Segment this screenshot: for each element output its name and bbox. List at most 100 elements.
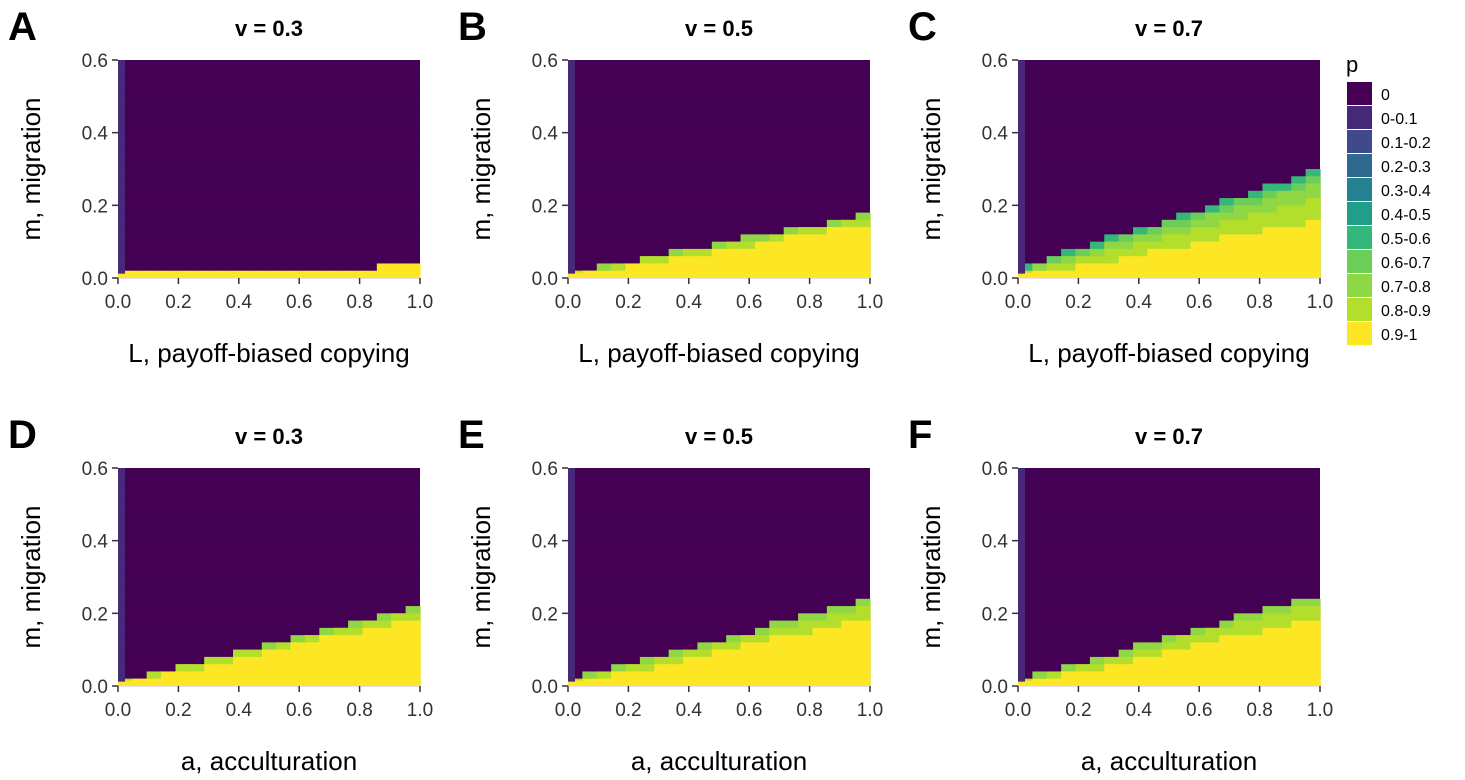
y-tick-label: 0.2 bbox=[82, 196, 108, 217]
x-tick-label: 1.0 bbox=[857, 292, 883, 313]
heatmap-cell bbox=[319, 635, 335, 686]
heatmap-cell bbox=[697, 656, 713, 686]
y-tick-label: 0.6 bbox=[532, 459, 558, 480]
heatmap-cell bbox=[596, 678, 612, 686]
x-tick-label: 0.0 bbox=[555, 292, 581, 313]
heatmap-cell bbox=[1032, 678, 1048, 686]
x-tick-label: 0.0 bbox=[1005, 700, 1031, 721]
legend-label: 0.2-0.3 bbox=[1381, 159, 1431, 176]
x-tick-label: 0.6 bbox=[1186, 292, 1212, 313]
heatmap-cell bbox=[754, 642, 770, 686]
heatmap-cell bbox=[711, 649, 727, 686]
heatmap-cell bbox=[1291, 620, 1307, 686]
heatmap-cell bbox=[1176, 248, 1192, 278]
heatmap-cell bbox=[1305, 219, 1321, 278]
heatmap-cell bbox=[668, 256, 684, 278]
legend-swatch bbox=[1347, 202, 1372, 225]
heatmap-cell bbox=[726, 649, 742, 686]
legend-swatch bbox=[1347, 250, 1372, 273]
legend-label: 0.1-0.2 bbox=[1381, 135, 1431, 152]
heatmap-cell bbox=[204, 270, 220, 278]
y-tick-label: 0.4 bbox=[532, 124, 559, 145]
heatmap-cell bbox=[276, 270, 292, 278]
x-tick-label: 0.8 bbox=[346, 700, 372, 721]
x-tick-label: 0.4 bbox=[676, 292, 703, 313]
x-tick-label: 0.6 bbox=[736, 292, 762, 313]
x-tick-label: 0.4 bbox=[676, 700, 703, 721]
heatmap-cell bbox=[855, 620, 871, 686]
heatmap-cell bbox=[1075, 263, 1091, 278]
heatmap-cell bbox=[798, 234, 814, 278]
heatmap-cell bbox=[1018, 681, 1025, 686]
heatmap-cell bbox=[611, 270, 627, 278]
x-axis-label: a, acculturation bbox=[631, 746, 807, 776]
heatmap-cell bbox=[812, 627, 828, 686]
x-tick-label: 0.6 bbox=[736, 700, 762, 721]
x-tick-label: 0.4 bbox=[226, 700, 253, 721]
x-tick-label: 0.6 bbox=[286, 292, 312, 313]
heatmap-cell bbox=[783, 234, 799, 278]
legend-title: p bbox=[1346, 52, 1358, 77]
heatmap-left-column bbox=[118, 468, 125, 686]
heatmap-cell bbox=[639, 263, 655, 278]
heatmap-cell bbox=[333, 635, 349, 686]
y-tick-label: 0.0 bbox=[532, 677, 558, 698]
panel-c: 0.0 0.2 0.4 0.6 0.0 0.2 0.4 0.6 0.8 1.0 v = 0.7 C L,… bbox=[908, 5, 1333, 368]
x-tick-label: 0.2 bbox=[165, 700, 191, 721]
heatmap-cell bbox=[1104, 664, 1120, 686]
heatmap-cell bbox=[654, 263, 670, 278]
legend: p 0 0-0.1 0.1-0.2 0.2-0.3 0.3-0.4 0.4-0.5 0.5-0… bbox=[1346, 52, 1431, 345]
heatmap-cell bbox=[1147, 248, 1163, 278]
heatmap-cell bbox=[1075, 671, 1091, 686]
legend-swatch bbox=[1347, 178, 1372, 201]
heatmap-cell bbox=[841, 227, 857, 278]
heatmap-left-column bbox=[1018, 468, 1025, 686]
heatmap-cell bbox=[333, 270, 349, 278]
x-axis-label: a, acculturation bbox=[1081, 746, 1257, 776]
heatmap-cell bbox=[826, 627, 842, 686]
heatmap-cell bbox=[1161, 248, 1177, 278]
x-tick-label: 0.6 bbox=[1186, 700, 1212, 721]
heatmap-cell bbox=[1276, 627, 1292, 686]
heatmap-cell bbox=[726, 248, 742, 278]
y-tick-label: 0.4 bbox=[82, 532, 109, 553]
x-tick-label: 0.0 bbox=[105, 700, 131, 721]
panel-letter: A bbox=[8, 5, 37, 49]
legend-label: 0.7-0.8 bbox=[1381, 279, 1431, 296]
heatmap-cell bbox=[582, 678, 598, 686]
heatmap-cell bbox=[261, 270, 277, 278]
panel-letter: B bbox=[458, 5, 487, 49]
heatmap-cell bbox=[1133, 656, 1149, 686]
heatmap-cell bbox=[218, 664, 234, 686]
y-tick-label: 0.4 bbox=[82, 124, 109, 145]
y-tick-label: 0.4 bbox=[982, 532, 1009, 553]
heatmap-cell bbox=[276, 649, 292, 686]
heatmap-cell bbox=[362, 627, 378, 686]
y-tick-label: 0.4 bbox=[982, 124, 1009, 145]
heatmap-cell bbox=[568, 273, 575, 278]
x-axis-label: L, payoff-biased copying bbox=[128, 338, 409, 368]
heatmap-cell bbox=[1025, 272, 1033, 278]
y-axis-label: m, migration bbox=[16, 505, 46, 648]
y-axis-label: m, migration bbox=[16, 97, 46, 240]
heatmap-cell bbox=[1248, 635, 1264, 686]
heatmap-cell bbox=[1046, 270, 1062, 278]
legend-label: 0-0.1 bbox=[1381, 111, 1418, 128]
y-tick-label: 0.2 bbox=[982, 604, 1008, 625]
panel-letter: E bbox=[458, 413, 485, 457]
heatmap-cell bbox=[1061, 270, 1077, 278]
panel-b: 0.0 0.2 0.4 0.6 0.0 0.2 0.4 0.6 0.8 1.0 v = 0.5 B L,… bbox=[458, 5, 883, 368]
heatmap-cell bbox=[1133, 256, 1149, 278]
heatmap-cell bbox=[568, 681, 575, 686]
y-tick-label: 0.4 bbox=[532, 532, 559, 553]
heatmap-cell bbox=[1061, 671, 1077, 686]
heatmap-cell bbox=[304, 642, 320, 686]
x-tick-label: 0.8 bbox=[346, 292, 372, 313]
x-axis-label: L, payoff-biased copying bbox=[578, 338, 859, 368]
legend-swatch bbox=[1347, 154, 1372, 177]
heatmap-cell bbox=[247, 270, 263, 278]
x-tick-label: 0.0 bbox=[555, 700, 581, 721]
heatmap-cell bbox=[783, 635, 799, 686]
heatmap-cell bbox=[118, 273, 125, 278]
x-tick-label: 0.8 bbox=[796, 700, 822, 721]
